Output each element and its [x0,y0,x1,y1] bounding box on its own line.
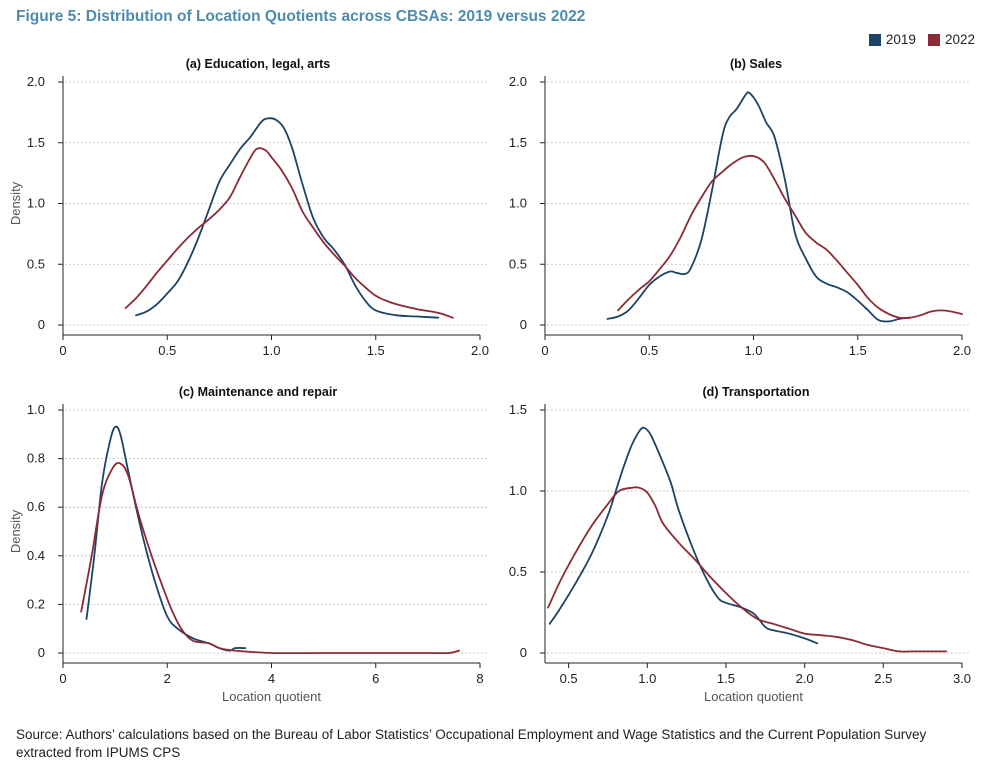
x-tick-label: 2.0 [471,343,489,358]
x-tick-label: 0.5 [640,343,658,358]
y-tick-label: 1.5 [509,402,527,417]
x-tick-label: 0 [541,343,548,358]
x-tick-label: 0.5 [158,343,176,358]
y-tick-label: 1.0 [27,402,45,417]
x-tick-label: 6 [372,671,379,686]
figure-title: Figure 5: Distribution of Location Quoti… [16,8,586,25]
series-line-2019 [606,91,911,323]
x-tick-label: 2.5 [874,671,892,686]
x-axis-label: Location quotient [222,689,321,704]
panel-d: (d) Transportation 0 0.5 1.0 1.5 0.5 1.0 1.5 2.0… [509,385,971,704]
y-tick-label: 1.5 [509,135,527,150]
legend-swatch-2022 [927,33,940,46]
panel-title: (b) Sales [730,57,782,71]
x-tick-label: 1.5 [849,343,867,358]
y-tick-label: 0 [38,645,45,660]
panel-title: (a) Education, legal, arts [186,57,331,71]
series-line-2022 [124,147,454,319]
y-tick-label: 0.4 [27,548,45,563]
legend-label-2019: 2019 [885,32,916,47]
y-tick-label: 0 [520,317,527,332]
series-line-2019 [548,426,819,645]
series-line-2022 [547,486,948,653]
x-tick-label: 3.0 [953,671,971,686]
x-tick-label: 1.5 [367,343,385,358]
legend-item-2022: 2022 [927,32,975,47]
x-axis-label: Location quotient [704,689,803,704]
x-tick-label: 8 [476,671,483,686]
y-tick-label: 0.5 [509,564,527,579]
x-tick-label: 2.0 [953,343,971,358]
x-tick-label: 4 [268,671,275,686]
x-tick-label: 0 [59,343,66,358]
y-tick-label: 0.6 [27,499,45,514]
x-tick-label: 1.5 [717,671,735,686]
y-tick-label: 0.2 [27,596,45,611]
y-tick-label: 1.0 [27,196,45,211]
series-line-2019 [85,425,247,652]
panel-b: (b) Sales 0 0.5 1.0 1.5 2.0 0 0.5 1.0 1.5 2.0 [509,57,971,358]
x-tick-label: 1.0 [638,671,656,686]
y-tick-label: 1.0 [509,196,527,211]
y-tick-label: 1.5 [27,135,45,150]
y-tick-label: 1.0 [509,483,527,498]
series-line-2022 [80,462,460,655]
y-tick-label: 0 [38,317,45,332]
legend: 2019 2022 [857,32,975,47]
legend-swatch-2019 [868,33,881,46]
series-line-2019 [135,117,440,319]
panel-a: (a) Education, legal, arts 0 0.5 1.0 1.5 2.0 0… [8,57,489,358]
panel-title: (d) Transportation [703,385,810,399]
x-tick-label: 1.0 [262,343,280,358]
y-axis-label: Density [8,181,23,225]
y-tick-label: 0.5 [509,256,527,271]
x-tick-label: 2 [164,671,171,686]
panel-title: (c) Maintenance and repair [179,385,338,399]
y-tick-label: 0 [520,645,527,660]
y-tick-label: 2.0 [27,74,45,89]
source-note: Source: Authors’ calculations based on t… [16,727,927,760]
charts-canvas: (a) Education, legal, arts 0 0.5 1.0 1.5 2.0 0… [8,57,971,704]
x-tick-label: 2.0 [796,671,814,686]
y-tick-label: 0.8 [27,451,45,466]
x-tick-label: 1.0 [744,343,762,358]
x-tick-label: 0 [59,671,66,686]
series-line-2022 [617,154,963,319]
y-axis-label: Density [8,509,23,553]
x-tick-label: 0.5 [560,671,578,686]
legend-item-2019: 2019 [868,32,916,47]
legend-label-2022: 2022 [944,32,975,47]
y-tick-label: 2.0 [509,74,527,89]
y-tick-label: 0.5 [27,256,45,271]
panel-c: (c) Maintenance and repair 0 0.2 0.4 0.6 0.8 1… [8,385,488,704]
